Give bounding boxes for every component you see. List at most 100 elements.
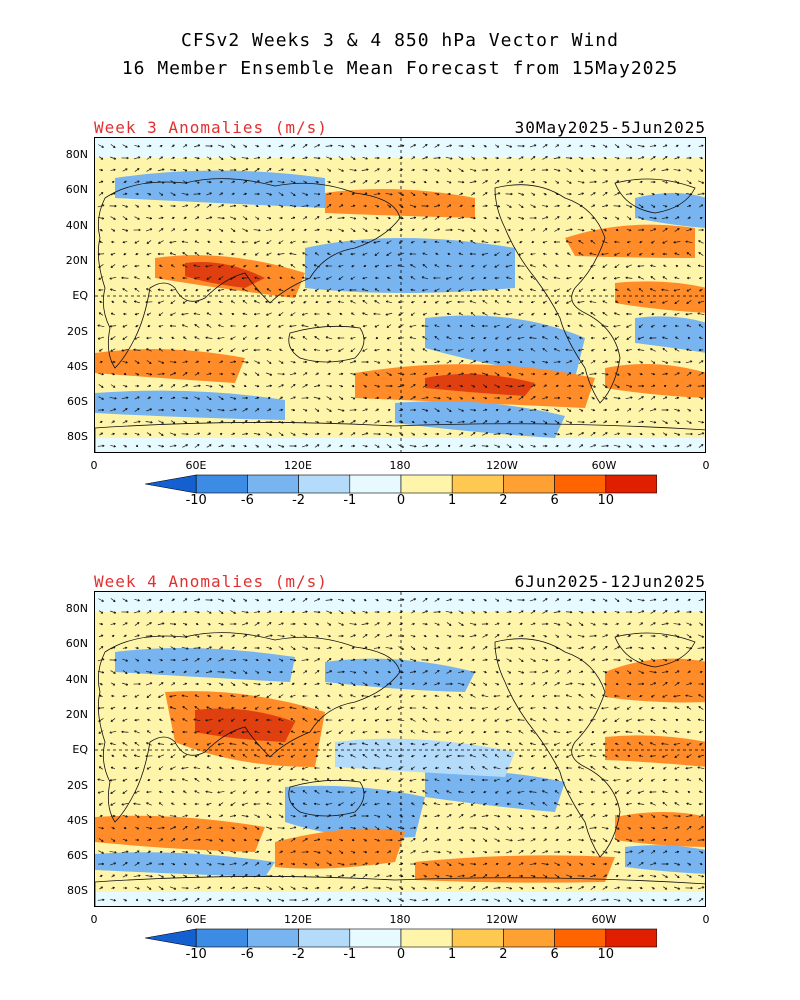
anomaly-region bbox=[115, 648, 295, 682]
colorbar-label: 0 bbox=[396, 947, 406, 962]
colorbar-label: -6 bbox=[240, 947, 254, 962]
lon-tick-label: 0 bbox=[702, 459, 710, 472]
colorbar-swatch bbox=[605, 928, 658, 948]
colorbar-swatch bbox=[247, 928, 299, 948]
colorbar-label: -2 bbox=[292, 493, 306, 508]
colorbar-swatch bbox=[451, 474, 504, 494]
colorbar-swatch bbox=[605, 474, 658, 494]
lat-tick-label: 60N bbox=[65, 637, 88, 651]
lat-tick-label: 60N bbox=[65, 183, 88, 197]
lon-tick-label: 120W bbox=[486, 913, 518, 926]
week4-map bbox=[94, 591, 706, 907]
lat-tick-label: 80S bbox=[67, 884, 88, 898]
anomaly-region bbox=[305, 238, 515, 293]
lat-tick-label: 20S bbox=[67, 778, 88, 792]
colorbar-swatch bbox=[503, 474, 555, 494]
week4-map-svg bbox=[95, 592, 705, 906]
chart-title-line-2: 16 Member Ensemble Mean Forecast from 15… bbox=[121, 58, 679, 79]
anomaly-region bbox=[95, 390, 285, 420]
lat-tick-label: 40N bbox=[65, 218, 88, 232]
colorbar-swatch bbox=[400, 928, 453, 948]
anomaly-region bbox=[425, 315, 585, 378]
colorbar-swatch bbox=[195, 474, 248, 494]
lat-tick-label: EQ bbox=[72, 289, 88, 303]
colorbar-label: -10 bbox=[185, 493, 207, 508]
lon-tick-label: 120W bbox=[486, 459, 518, 472]
lat-tick-label: 20N bbox=[65, 253, 88, 267]
anomaly-region bbox=[425, 374, 535, 396]
anomaly-region bbox=[625, 845, 705, 874]
colorbar-label: 1 bbox=[448, 947, 457, 962]
anomaly-region bbox=[565, 224, 695, 258]
colorbar-label: -2 bbox=[292, 947, 306, 962]
lon-tick-label: 180 bbox=[389, 459, 411, 472]
lon-tick-label: 60W bbox=[591, 913, 617, 926]
lat-tick-label: EQ bbox=[72, 743, 88, 757]
lat-tick-label: 60S bbox=[67, 849, 88, 863]
colorbar-swatch bbox=[195, 928, 248, 948]
colorbar-label: 10 bbox=[597, 493, 615, 508]
colorbar-label: 0 bbox=[396, 493, 406, 508]
week3-panel-label: Week 3 Anomalies (m/s) bbox=[94, 118, 328, 137]
colorbar-label: -6 bbox=[240, 493, 254, 508]
colorbar-label: 10 bbox=[597, 947, 615, 962]
colorbar-swatch bbox=[503, 928, 555, 948]
colorbar-swatch bbox=[349, 474, 402, 494]
chart-title-line-1: CFSv2 Weeks 3 & 4 850 hPa Vector Wind bbox=[181, 30, 619, 51]
anomaly-region bbox=[615, 812, 705, 847]
lon-tick-label: 60E bbox=[185, 459, 207, 472]
wind-vectors bbox=[97, 144, 705, 448]
week3-colorbar bbox=[144, 473, 658, 495]
anomaly-region bbox=[335, 738, 515, 777]
colorbar-swatch bbox=[298, 928, 351, 948]
colorbar-label: 1 bbox=[448, 493, 457, 508]
anomaly-region bbox=[325, 189, 475, 218]
colorbar-swatch bbox=[554, 928, 607, 948]
colorbar-label: -1 bbox=[343, 947, 357, 962]
lon-tick-label: 60W bbox=[591, 459, 617, 472]
lon-tick-label: 120E bbox=[284, 913, 312, 926]
colorbar-swatch bbox=[554, 474, 607, 494]
lon-tick-label: 180 bbox=[389, 913, 411, 926]
lon-tick-label: 0 bbox=[90, 913, 98, 926]
lat-tick-label: 40S bbox=[67, 359, 88, 373]
colorbar-swatch bbox=[400, 474, 453, 494]
lat-tick-label: 80S bbox=[67, 430, 88, 444]
week3-map-svg bbox=[95, 138, 705, 452]
week3-date-range: 30May2025-5Jun2025 bbox=[514, 118, 706, 137]
colorbar-label: 2 bbox=[499, 947, 508, 962]
colorbar-label: 2 bbox=[499, 493, 508, 508]
colorbar-swatch bbox=[298, 474, 351, 494]
lat-tick-label: 80N bbox=[65, 602, 88, 615]
lat-tick-label: 40S bbox=[67, 813, 88, 827]
colorbar-swatch bbox=[451, 928, 504, 948]
anomaly-region bbox=[425, 770, 565, 812]
colorbar-label: -10 bbox=[185, 947, 207, 962]
colorbar-swatch bbox=[247, 474, 299, 494]
week4-colorbar bbox=[144, 927, 658, 949]
lon-tick-label: 120E bbox=[284, 459, 312, 472]
colorbar-swatch bbox=[349, 928, 402, 948]
colorbar-label: 6 bbox=[550, 947, 559, 962]
anomaly-region bbox=[605, 364, 705, 398]
anomaly-region bbox=[635, 193, 705, 228]
anomaly-region bbox=[185, 262, 265, 288]
anomaly-region bbox=[605, 658, 705, 703]
lon-tick-label: 60E bbox=[185, 913, 207, 926]
week3-map bbox=[94, 137, 706, 453]
lon-tick-label: 0 bbox=[702, 913, 710, 926]
colorbar-label: 6 bbox=[550, 493, 559, 508]
colorbar-label: -1 bbox=[343, 493, 357, 508]
lat-tick-label: 40N bbox=[65, 672, 88, 686]
lon-tick-label: 0 bbox=[90, 459, 98, 472]
anomaly-region bbox=[415, 855, 615, 883]
anomaly-region bbox=[115, 170, 325, 208]
week4-date-range: 6Jun2025-12Jun2025 bbox=[514, 572, 706, 591]
lat-tick-label: 80N bbox=[65, 148, 88, 161]
lat-tick-label: 20N bbox=[65, 707, 88, 721]
lat-tick-label: 60S bbox=[67, 395, 88, 409]
week4-panel-label: Week 4 Anomalies (m/s) bbox=[94, 572, 328, 591]
anomaly-region bbox=[95, 815, 265, 852]
anomaly-region bbox=[615, 281, 705, 313]
wind-vectors bbox=[97, 598, 705, 902]
